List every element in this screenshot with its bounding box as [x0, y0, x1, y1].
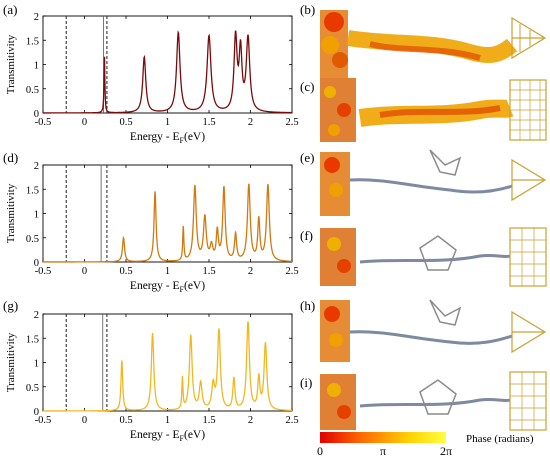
panel-label-h: (h)	[300, 298, 315, 313]
colorbar-tick-pi: π	[380, 444, 386, 458]
transmission-curve	[43, 321, 293, 412]
plot-frame	[42, 313, 293, 412]
panel-label-b: (b)	[300, 2, 315, 17]
x-tick-label: 0	[82, 266, 87, 277]
transmission-plot-d: -0.5 0 0.5 1 1.5 2 2.500.511.52TransmitivityEn…	[5, 161, 299, 294]
y-tick-label: 1	[34, 210, 39, 221]
y-tick-label: 2	[34, 161, 39, 172]
transmission-plot-g: -0.5 0 0.5 1 1.5 2 2.500.511.52TransmitivityEn…	[5, 310, 299, 443]
panel-label-c: (c)	[300, 79, 314, 94]
x-axis-label: Energy - EF(eV)	[130, 280, 205, 294]
x-tick-label: 1.5	[202, 117, 215, 128]
phase-colorbar	[320, 432, 446, 443]
x-tick-label: 2.5	[285, 117, 298, 128]
y-tick-label: 0	[34, 407, 39, 418]
plot-frame	[42, 164, 293, 263]
y-tick-label: 2	[34, 310, 39, 321]
x-tick-label: 2	[248, 117, 253, 128]
x-tick-label: 2	[248, 415, 253, 426]
panel-label-e: (e)	[300, 150, 314, 165]
x-tick-label: 2.5	[285, 266, 298, 277]
x-tick-label: -0.5	[35, 415, 52, 426]
x-tick-label: 1	[165, 266, 170, 277]
y-tick-label: 0	[34, 109, 39, 120]
transmission-plot-a: -0.5 0 0.5 1 1.5 2 2.500.511.52TransmitivityEn…	[5, 12, 299, 145]
x-tick-label: 2	[248, 266, 253, 277]
colorbar-label: Phase (radians)	[466, 433, 534, 445]
y-tick-label: 1.5	[26, 185, 39, 196]
panel-label-g: (g)	[3, 298, 18, 313]
y-axis-label: Transmitivity	[5, 34, 17, 94]
x-tick-label: -0.5	[35, 266, 52, 277]
x-tick-label: 0.5	[119, 415, 132, 426]
y-axis-label: Transmitivity	[5, 183, 17, 243]
molecule-image-i	[320, 371, 547, 431]
plot-frame	[42, 15, 293, 114]
x-tick-label: 0.5	[119, 266, 132, 277]
y-tick-label: 0	[34, 258, 39, 269]
x-tick-label: -0.5	[35, 117, 52, 128]
panel-label-d: (d)	[3, 150, 18, 165]
x-tick-label: 1	[165, 415, 170, 426]
panel-label-i: (i)	[300, 375, 312, 390]
molecule-image-b	[320, 10, 547, 78]
molecule-image-f	[320, 227, 547, 287]
y-tick-label: 1.5	[26, 334, 39, 345]
x-tick-label: 1.5	[202, 415, 215, 426]
molecule-image-h	[320, 299, 547, 362]
y-tick-label: 1	[34, 61, 39, 72]
y-tick-label: 0.5	[26, 383, 39, 394]
y-tick-label: 0.5	[26, 85, 39, 96]
transmission-curve	[43, 30, 292, 114]
colorbar-tick-0: 0	[317, 444, 323, 458]
x-axis-label: Energy - EF(eV)	[130, 429, 205, 443]
y-axis-label: Transmitivity	[5, 332, 17, 392]
x-tick-label: 0	[82, 117, 87, 128]
y-tick-label: 1	[34, 359, 39, 370]
y-tick-label: 2	[34, 12, 39, 23]
panel-label-a: (a)	[3, 2, 17, 17]
x-tick-label: 0	[82, 415, 87, 426]
panel-label-f: (f)	[300, 228, 313, 243]
x-tick-label: 1.5	[202, 266, 215, 277]
colorbar-tick-2pi: 2π	[440, 444, 452, 458]
y-tick-label: 0.5	[26, 234, 39, 245]
x-tick-label: 2.5	[285, 415, 298, 426]
transmission-curve	[43, 183, 293, 263]
x-tick-label: 0.5	[119, 117, 132, 128]
x-tick-label: 1	[165, 117, 170, 128]
y-tick-label: 1.5	[26, 36, 39, 47]
x-axis-label: Energy - EF(eV)	[130, 131, 205, 145]
molecule-image-e	[320, 149, 547, 216]
molecule-image-c	[320, 78, 547, 142]
